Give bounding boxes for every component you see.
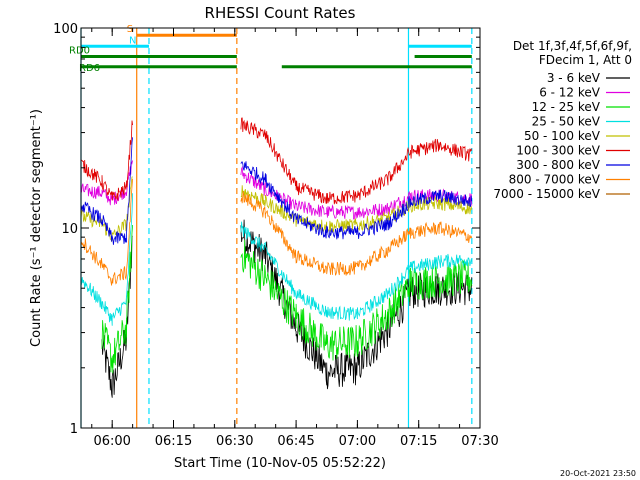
series-line-2 (101, 224, 473, 374)
legend-label-0: 3 - 6 keV (547, 71, 601, 85)
series-group (80, 117, 473, 398)
series-line-7 (80, 178, 473, 286)
y-tick-label-2: 100 (53, 22, 78, 37)
chart-title: RHESSI Count Rates (205, 4, 356, 22)
x-axis-label: Start Time (10-Nov-05 05:52:22) (174, 456, 386, 471)
legend-label-6: 300 - 800 keV (516, 158, 600, 172)
flag-label-rd0: RD0 (69, 46, 90, 57)
legend-header-line-1: Det 1f,3f,4f,5f,6f,9f, (513, 39, 632, 53)
series-line-5 (80, 117, 473, 205)
x-tick-label-6: 07:30 (461, 434, 498, 449)
y-axis-label: Count Rate (s⁻¹ detector segment⁻¹) (29, 109, 44, 347)
x-tick-label-5: 07:15 (400, 434, 437, 449)
legend-label-4: 50 - 100 keV (524, 129, 601, 143)
flag-bars: SN RD0 RD6 (69, 24, 472, 74)
x-tick-label-3: 06:45 (277, 434, 314, 449)
legend-label-3: 25 - 50 keV (532, 115, 601, 129)
legend-label-1: 6 - 12 keV (539, 86, 601, 100)
flag-label-s: S (127, 24, 133, 35)
legend-label-2: 12 - 25 keV (532, 100, 601, 114)
x-tick-label-1: 06:15 (155, 434, 192, 449)
legend-label-8: 7000 - 15000 keV (493, 187, 600, 201)
x-tick-label-4: 07:00 (339, 434, 376, 449)
series-line-6 (80, 137, 473, 245)
series-line-3 (80, 193, 473, 326)
series-line-0 (101, 219, 473, 398)
x-tick-label-2: 06:30 (216, 434, 253, 449)
y-tick-label-0: 1 (70, 422, 78, 437)
flag-label-rd6: RD6 (79, 63, 100, 74)
legend-label-5: 100 - 300 keV (516, 144, 600, 158)
y-tick-label-1: 10 (61, 222, 78, 237)
legend-label-7: 800 - 7000 keV (509, 173, 601, 187)
x-tick-label-0: 06:00 (93, 434, 130, 449)
legend-header-line-2: FDecim 1, Att 0 (539, 53, 632, 67)
flag-label-n: N (129, 35, 136, 46)
axes: 06:00 06:15 06:30 06:45 07:00 07:15 07:30 1 10 10… (53, 22, 499, 449)
footer-date: 20-Oct-2021 23:50 (560, 469, 636, 478)
